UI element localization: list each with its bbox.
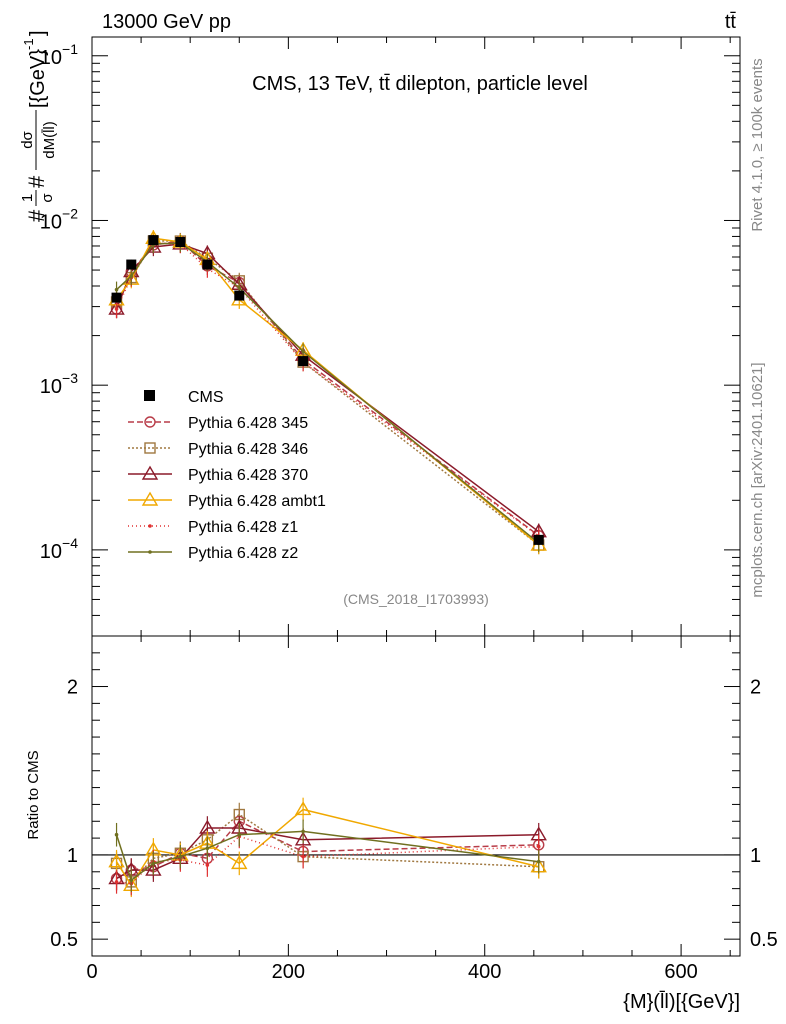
ratio-tick-label-right: 1	[750, 845, 761, 867]
data-point	[234, 290, 245, 301]
legend-label: Pythia 6.428 z2	[188, 545, 298, 562]
y-axis-label: # 1 σ # dσ dM(l̄l) [{GeV} -1 ]	[19, 30, 58, 222]
data-point	[202, 259, 213, 270]
svg-text:-1: -1	[21, 38, 36, 50]
series-point	[237, 286, 242, 290]
legend-marker-cms	[144, 390, 155, 401]
ratio-y-label: Ratio to CMS	[25, 750, 42, 839]
ratio-point	[294, 801, 312, 816]
x-tick-label: 200	[272, 961, 305, 983]
ratio-point	[231, 854, 248, 870]
x-tick-label: 0	[86, 961, 97, 983]
ratio-point	[178, 854, 183, 859]
series-point	[114, 287, 119, 292]
ratio-point	[129, 878, 134, 883]
legend-label: Pythia 6.428 ambt1	[188, 493, 326, 510]
legend-marker	[144, 442, 156, 454]
x-tick-label: 400	[468, 961, 501, 983]
svg-text:dσ: dσ	[19, 130, 36, 148]
series-line	[116, 242, 540, 544]
legend-label: Pythia 6.428 346	[188, 441, 308, 458]
legend-label: Pythia 6.428 370	[188, 467, 308, 484]
series-curves	[108, 229, 547, 555]
legend-marker	[141, 491, 159, 506]
series-point	[114, 307, 119, 311]
ratio-point	[237, 832, 242, 837]
data-point	[148, 235, 159, 246]
legend: CMS Pythia 6.428 345 Pythia 6.428 346 Pythi…	[128, 389, 326, 562]
mcplots-label: mcplots.cern.ch [arXiv:2401.10621]	[749, 362, 766, 597]
ratio-point	[536, 859, 541, 864]
ratio-tick-label: 2	[67, 677, 78, 699]
series-point	[129, 274, 134, 278]
legend-label: Pythia 6.428 z1	[188, 519, 298, 536]
data-point	[175, 237, 186, 248]
ratio-line	[115, 830, 539, 882]
ratio-point	[205, 863, 210, 867]
ratio-point	[294, 831, 312, 846]
ratio-point	[301, 854, 305, 859]
series-point	[301, 349, 305, 354]
legend-label: Pythia 6.428 345	[188, 415, 308, 432]
rivet-label: Rivet 4.1.0, ≥ 100k events	[749, 58, 766, 231]
svg-text:σ: σ	[39, 193, 56, 203]
ratio-tick-label: 0.5	[50, 929, 78, 951]
x-tick-label: 600	[664, 961, 697, 983]
data-point	[533, 534, 544, 545]
ratio-point	[151, 861, 156, 866]
legend-marker	[148, 550, 152, 554]
ratio-line	[116, 835, 539, 885]
ratio-tick-label: 1	[67, 845, 78, 867]
y-tick-label: 10−1	[40, 41, 78, 69]
ratio-point	[536, 844, 541, 849]
svg-text:]: ]	[27, 30, 49, 36]
x-axis-label: {M}(l̄l)[{GeV}]	[623, 990, 740, 1013]
legend-marker	[148, 524, 152, 528]
data-point	[298, 356, 309, 367]
data-point	[111, 292, 122, 303]
ratio-point	[114, 832, 119, 837]
analysis-id: (CMS_2018_I1703993)	[343, 591, 489, 607]
ratio-point	[114, 880, 119, 884]
ratio-plot-frame	[91, 635, 741, 957]
chart-title: CMS, 13 TeV, tt̄ dilepton, particle leve…	[252, 73, 588, 95]
svg-text:[{GeV}: [{GeV}	[27, 49, 49, 108]
legend-marker	[141, 465, 159, 480]
ratio-tick-label-right: 2	[750, 677, 761, 699]
ratio-point	[301, 829, 305, 834]
ratio-tick-label-right: 0.5	[750, 929, 778, 951]
legend-marker	[144, 416, 156, 428]
svg-text:#: #	[24, 175, 49, 188]
ratio-point	[108, 853, 125, 868]
svg-text:dM(l̄l): dM(l̄l)	[41, 121, 58, 159]
beam-label: 13000 GeV pp	[102, 11, 231, 33]
y-tick-label: 10−4	[40, 535, 78, 563]
axis-ticks: 0 200 400 600 10−1 10−2 10−3 10−4 2 2 1 1 0.5 0.5	[40, 37, 778, 983]
ratio-point	[205, 846, 210, 851]
svg-text:1: 1	[19, 194, 36, 202]
y-tick-label: 10−2	[40, 205, 78, 233]
y-tick-label: 10−3	[40, 370, 78, 398]
process-label: tt̄	[725, 11, 737, 33]
data-point	[126, 259, 137, 270]
svg-text:#: #	[24, 209, 49, 222]
legend-label-cms: CMS	[188, 389, 224, 406]
ratio-curves	[108, 797, 547, 898]
